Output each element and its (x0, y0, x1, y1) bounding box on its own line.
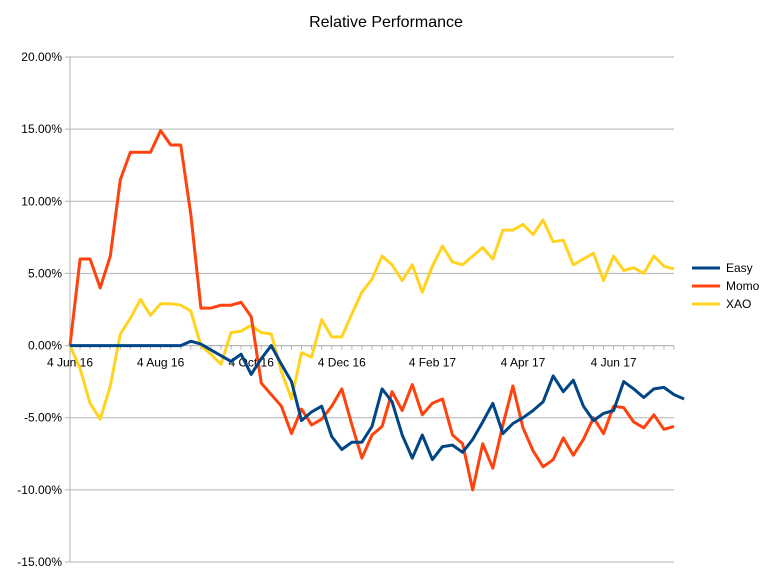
y-tick-label: 0.00% (28, 339, 62, 353)
x-tick-label: 4 Apr 17 (501, 356, 546, 370)
x-tick-label: 4 Jun 16 (47, 356, 93, 370)
y-tick-label: 5.00% (28, 266, 62, 280)
x-tick-label: 4 Feb 17 (409, 356, 457, 370)
legend-label-momo: Momo (726, 279, 760, 293)
y-tick-label: 15.00% (21, 122, 62, 136)
x-tick-label: 4 Jun 17 (591, 356, 637, 370)
chart-title: Relative Performance (309, 14, 463, 31)
y-tick-label: -10.00% (17, 483, 62, 497)
legend: Easy Momo XAO (692, 261, 760, 311)
legend-label-xao: XAO (726, 297, 751, 311)
y-axis-tick-labels: 20.00% 15.00% 10.00% 5.00% 0.00% -5.00% -10.00… (17, 50, 62, 569)
series-line-momo (68, 129, 675, 492)
y-tick-label: 10.00% (21, 194, 62, 208)
series-line-xao (68, 218, 675, 421)
x-tick-label: 4 Dec 16 (318, 356, 366, 370)
x-axis: 4 Jun 16 4 Aug 16 4 Oct 16 4 Dec 16 4 Feb 17… (47, 345, 675, 370)
series-lines (68, 129, 685, 492)
y-tick-label: -15.00% (17, 555, 62, 569)
x-tick-label: 4 Aug 16 (137, 356, 185, 370)
y-tick-label: 20.00% (21, 50, 62, 64)
legend-label-easy: Easy (726, 261, 753, 275)
series-line-easy (70, 339, 685, 462)
y-tick-label: -5.00% (24, 411, 62, 425)
